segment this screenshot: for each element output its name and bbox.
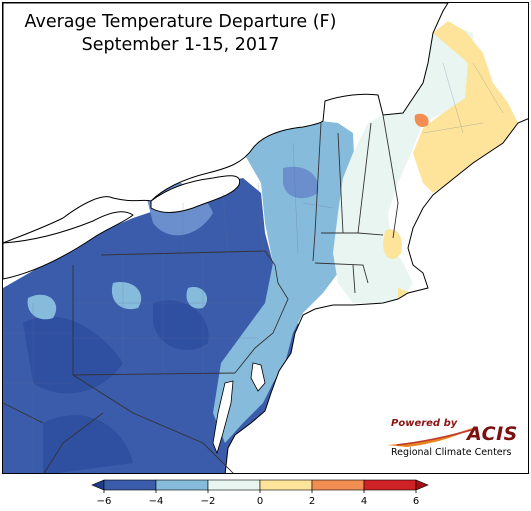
legend-tick-label: −6 — [97, 496, 112, 507]
temperature-departure-map — [3, 3, 528, 473]
lake-erie-water — [3, 211, 134, 280]
legend-swatch — [155, 479, 209, 491]
legend-swatch — [311, 479, 365, 491]
region-mid-blue — [283, 166, 319, 199]
logo-name: ACIS — [467, 423, 518, 445]
atlantic-water — [224, 118, 528, 473]
region-orange — [414, 113, 429, 127]
logo-subtitle: Regional Climate Centers — [391, 447, 512, 458]
map-frame: Average Temperature Departure (F) Septem… — [2, 2, 529, 474]
legend-arrow-low — [91, 479, 105, 491]
state-borders — [3, 114, 399, 473]
legend-colorbar: −6 −4 −2 0 2 4 6 — [91, 479, 429, 507]
logo-powered-by: Powered by — [391, 418, 458, 429]
legend-swatch — [103, 479, 157, 491]
logo-swoosh-icon — [387, 427, 476, 447]
legend-swatch — [363, 479, 417, 491]
canada-land — [3, 3, 449, 244]
legend-tick-label: −2 — [201, 496, 216, 507]
legend-swatch — [259, 479, 313, 491]
acis-logo: Powered by ACIS Regional Climate Centers — [387, 417, 522, 463]
legend-tick-label: 2 — [309, 496, 315, 507]
delaware-bay-water — [250, 362, 266, 392]
county-lines — [3, 62, 504, 473]
region-light-patch — [27, 294, 57, 320]
legend-arrow-high — [415, 479, 429, 491]
map-subtitle: September 1-15, 2017 — [81, 35, 280, 55]
region-light-patch — [111, 282, 142, 310]
map-title: Average Temperature Departure (F) — [24, 12, 337, 32]
chesapeake-bay-water — [212, 380, 234, 455]
region-light-blue — [213, 121, 355, 443]
legend-swatch — [207, 479, 261, 491]
region-dark-patch — [43, 415, 133, 473]
legend-tick-label: 0 — [257, 496, 263, 507]
legend-tick-label: 6 — [413, 496, 419, 507]
legend-tick-label: 4 — [361, 496, 367, 507]
legend-tick-label: −4 — [149, 496, 164, 507]
lake-ontario-water — [150, 175, 241, 213]
region-yellow — [383, 229, 402, 260]
region-dark-patch — [153, 300, 209, 351]
